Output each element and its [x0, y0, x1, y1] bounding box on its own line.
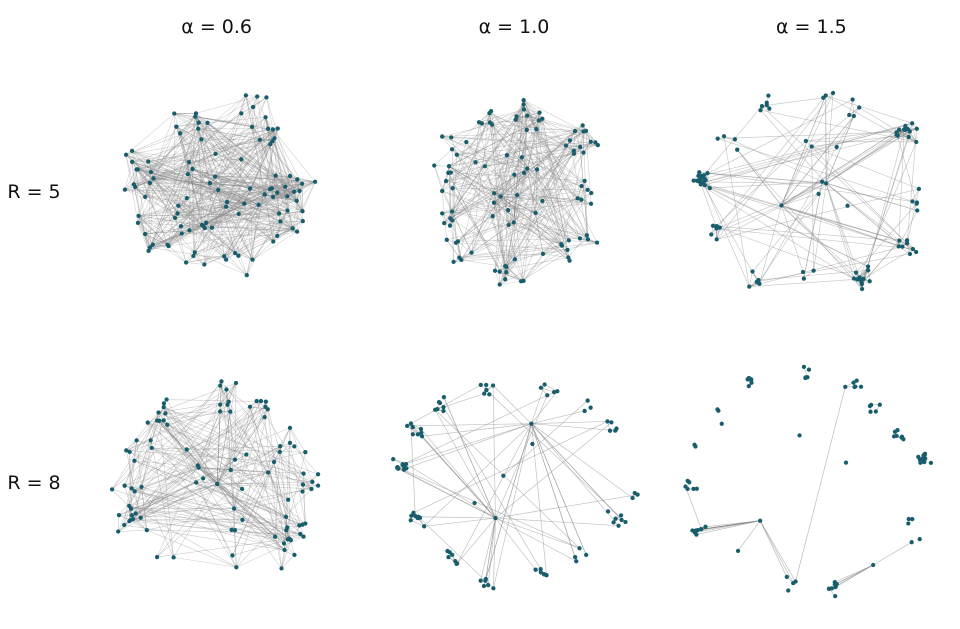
- network-graph-r8-alpha1.0: [391, 381, 641, 590]
- network-panel-r8-alpha1.0: [365, 338, 662, 629]
- network-panel-r5-alpha1.0: [365, 46, 662, 338]
- network-graph-r5-alpha1.5: [691, 90, 921, 292]
- network-panel-r8-alpha0.6: [68, 338, 365, 629]
- network-panel-r5-alpha0.6: [68, 46, 365, 338]
- column-header-alpha-1.0: α = 1.0: [478, 16, 550, 38]
- column-header-alpha-0.6: α = 0.6: [181, 16, 253, 38]
- network-graph-r5-alpha1.0: [432, 97, 601, 287]
- network-graph-r8-alpha1.5: [683, 364, 933, 598]
- column-header-alpha-1.5: α = 1.5: [775, 16, 847, 38]
- row-header-R-8: R = 8: [7, 472, 61, 495]
- row-header-R-5: R = 5: [7, 180, 61, 203]
- network-graph-r8-alpha0.6: [109, 378, 321, 571]
- grid-corner-spacer: [0, 0, 68, 46]
- network-graph-r5-alpha0.6: [122, 93, 318, 278]
- network-panel-r5-alpha1.5: [663, 46, 960, 338]
- network-panel-r8-alpha1.5: [663, 338, 960, 629]
